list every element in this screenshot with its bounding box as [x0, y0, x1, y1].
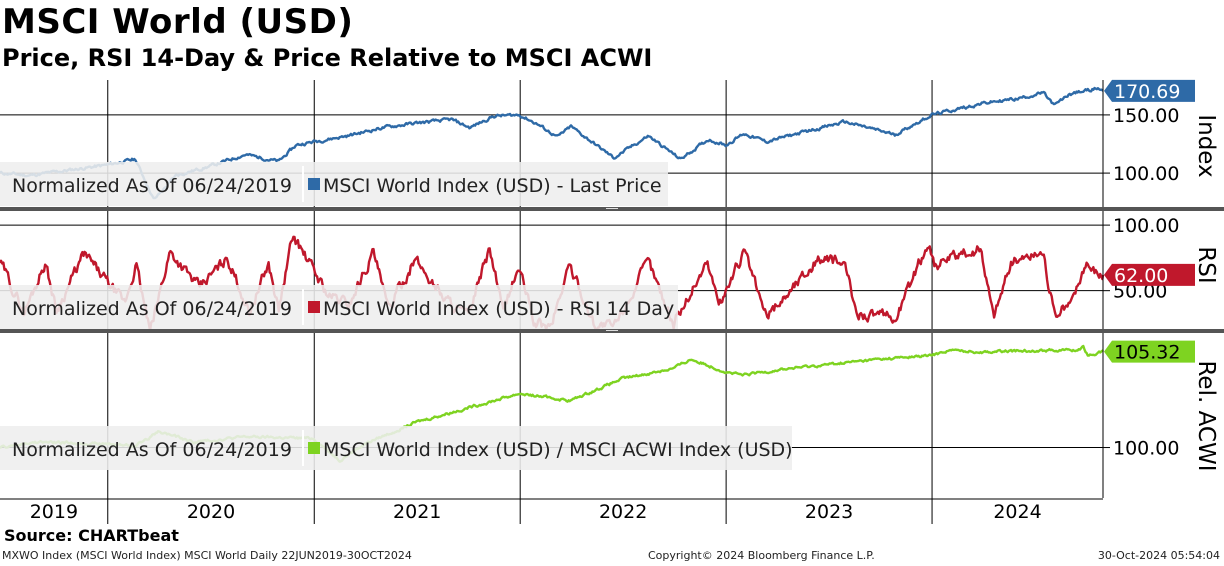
chart-title: MSCI World (USD): [2, 2, 354, 42]
price-legend-swatch: [308, 178, 320, 190]
rsi-legend-box: [0, 285, 678, 329]
relative-tick-label: 100.00: [1113, 438, 1179, 460]
x-tick-label: 2019: [30, 501, 78, 523]
rsi-tick-label: 100.00: [1113, 215, 1179, 237]
x-tick-label: 2022: [599, 501, 647, 523]
price-last-value: 170.69: [1114, 81, 1180, 103]
rsi-last-value: 62.00: [1114, 265, 1168, 287]
relative-last-value-badge: [1104, 340, 1195, 363]
price-tick-label: 150.00: [1113, 105, 1179, 127]
rsi-last-value-badge: [1104, 263, 1195, 286]
footer-timestamp: 30-Oct-2024 05:54:04: [1097, 549, 1220, 562]
rsi-legend-series: MSCI World Index (USD) - RSI 14 Day: [323, 298, 674, 320]
relative-legend-series: MSCI World Index (USD) / MSCI ACWI Index…: [323, 439, 793, 461]
rsi-tick-label: 50.00: [1113, 281, 1167, 303]
rsi-legend-swatch: [308, 301, 320, 313]
price-tick-label: 100.00: [1113, 163, 1179, 185]
source-label: Source: CHARTbeat: [4, 526, 179, 545]
relative-legend-swatch: [308, 442, 320, 454]
x-tick-label: 2021: [393, 501, 441, 523]
x-tick-label: 2024: [993, 501, 1041, 523]
price-legend-series: MSCI World Index (USD) - Last Price: [323, 175, 662, 197]
price-axis-title: Index: [1193, 114, 1219, 177]
x-tick-label: 2020: [187, 501, 235, 523]
price-last-value-badge: [1104, 79, 1195, 102]
footer-copyright: Copyright© 2024 Bloomberg Finance L.P.: [648, 549, 875, 562]
relative-legend-box: [0, 426, 792, 470]
chart-subtitle: Price, RSI 14-Day & Price Relative to MS…: [2, 44, 653, 72]
relative-legend-note: Normalized As Of 06/24/2019: [12, 439, 292, 461]
rsi-axis-title: RSI: [1193, 246, 1219, 283]
relative-axis-title: Rel. ACWI: [1193, 360, 1219, 471]
price-legend-box: [0, 162, 668, 206]
rsi-legend-note: Normalized As Of 06/24/2019: [12, 298, 292, 320]
footer-series-info: MXWO Index (MSCI World Index) MSCI World…: [2, 549, 412, 562]
price-legend-note: Normalized As Of 06/24/2019: [12, 175, 292, 197]
relative-last-value: 105.32: [1114, 342, 1180, 364]
x-tick-label: 2023: [805, 501, 853, 523]
